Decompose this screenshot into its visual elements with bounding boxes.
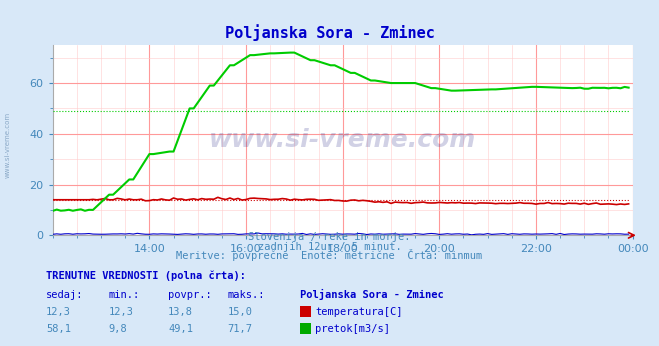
Text: Poljanska Sora - Zminec: Poljanska Sora - Zminec — [225, 24, 434, 41]
Text: povpr.:: povpr.: — [168, 290, 212, 300]
Text: sedaj:: sedaj: — [46, 290, 84, 300]
Text: temperatura[C]: temperatura[C] — [315, 307, 403, 317]
Text: www.si-vreme.com: www.si-vreme.com — [5, 112, 11, 179]
Text: zadnjih 12ur / 5 minut.: zadnjih 12ur / 5 minut. — [258, 242, 401, 252]
Text: 12,3: 12,3 — [46, 307, 71, 317]
Text: www.si-vreme.com: www.si-vreme.com — [209, 128, 476, 152]
Text: TRENUTNE VREDNOSTI (polna črta):: TRENUTNE VREDNOSTI (polna črta): — [46, 270, 246, 281]
Text: Meritve: povprečne  Enote: metrične  Črta: minmum: Meritve: povprečne Enote: metrične Črta:… — [177, 249, 482, 261]
Text: pretok[m3/s]: pretok[m3/s] — [315, 324, 390, 334]
Text: min.:: min.: — [109, 290, 140, 300]
Text: 13,8: 13,8 — [168, 307, 193, 317]
Text: 58,1: 58,1 — [46, 324, 71, 334]
Text: Poljanska Sora - Zminec: Poljanska Sora - Zminec — [300, 289, 444, 300]
Text: maks.:: maks.: — [227, 290, 265, 300]
Text: 12,3: 12,3 — [109, 307, 134, 317]
Text: 71,7: 71,7 — [227, 324, 252, 334]
Text: 49,1: 49,1 — [168, 324, 193, 334]
Text: 9,8: 9,8 — [109, 324, 127, 334]
Text: 15,0: 15,0 — [227, 307, 252, 317]
Text: Slovenija / reke in morje.: Slovenija / reke in morje. — [248, 233, 411, 243]
